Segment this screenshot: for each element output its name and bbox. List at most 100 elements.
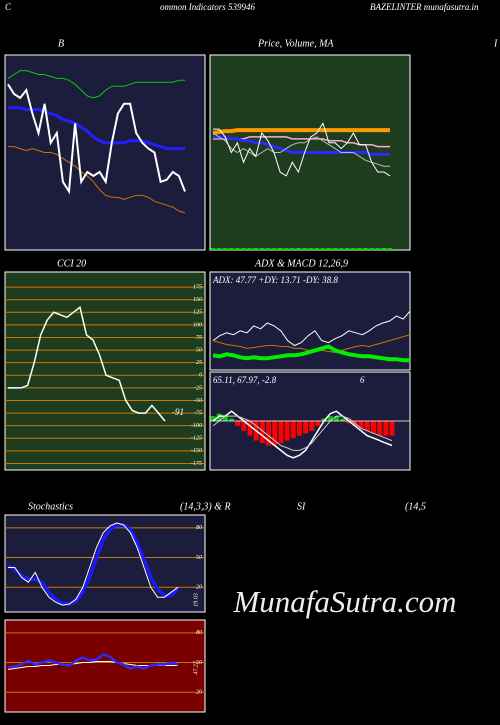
bar <box>333 416 339 421</box>
series-line <box>212 415 393 451</box>
bar <box>350 248 356 250</box>
bar <box>235 421 241 426</box>
y-tick-label: 0 <box>199 373 202 379</box>
bar <box>271 248 277 250</box>
bar <box>364 421 370 431</box>
value-label: -91 <box>172 407 184 417</box>
bar <box>247 248 253 250</box>
series-line <box>213 135 390 156</box>
series-line <box>8 106 185 151</box>
value-label: 19.03 <box>193 593 199 607</box>
bar <box>272 421 278 446</box>
bar <box>289 248 295 250</box>
bar <box>338 248 344 250</box>
y-tick-label: 50 <box>196 555 202 561</box>
bar <box>321 418 327 421</box>
value-label: ADX: 47.77 +DY: 13.71 -DY: 38.8 <box>212 275 338 285</box>
y-tick-label: 80 <box>196 630 202 636</box>
series-line <box>7 653 179 670</box>
bar <box>346 421 352 424</box>
bar <box>314 248 320 250</box>
bar <box>375 248 381 250</box>
bar <box>369 248 375 250</box>
y-tick-label: -125 <box>191 436 202 442</box>
bar <box>247 421 253 436</box>
y-tick-label: 80 <box>196 525 202 531</box>
header-center: ommon Indicators 539946 <box>160 2 255 12</box>
y-tick-label: -25 <box>194 385 202 391</box>
bar <box>344 248 350 250</box>
bar <box>216 413 222 421</box>
panel-title: (14,5 <box>405 501 426 512</box>
y-tick-label: 150 <box>193 297 202 303</box>
panel-title: CCI 20 <box>57 258 86 269</box>
bar <box>228 248 234 250</box>
series-line <box>212 344 410 363</box>
bar <box>284 421 290 441</box>
header-right: BAZELINTER munafasutra.in <box>370 2 479 12</box>
y-tick-label: 25 <box>196 360 202 366</box>
y-tick-label: 50 <box>196 347 202 353</box>
series-line <box>8 146 186 214</box>
y-tick-label: 125 <box>193 310 202 316</box>
bar <box>308 248 314 250</box>
bar <box>234 248 240 250</box>
panel-title: ADX & MACD 12,26,9 <box>254 258 348 269</box>
panel-title: Price, Volume, MA <box>257 38 334 49</box>
bar <box>241 421 247 431</box>
series-line <box>8 522 179 606</box>
bar <box>229 418 234 421</box>
header-left: C <box>5 2 12 12</box>
bar <box>266 421 272 446</box>
bar <box>358 421 364 429</box>
panel <box>4 54 206 251</box>
bar <box>253 248 259 250</box>
bar <box>303 421 309 434</box>
series-line <box>213 122 391 177</box>
bar <box>389 421 395 436</box>
y-tick-label: 20 <box>196 585 202 591</box>
bar <box>371 421 376 434</box>
bar <box>259 421 265 444</box>
panel-title: Stochastics <box>28 501 73 512</box>
bar <box>383 421 389 436</box>
series-line <box>212 132 390 167</box>
bar <box>357 248 362 250</box>
y-tick-label: 75 <box>196 335 202 341</box>
bar <box>210 416 216 421</box>
bar <box>332 248 338 250</box>
bar <box>265 248 271 250</box>
value-label: 6 <box>360 375 365 385</box>
bar <box>387 248 393 250</box>
y-tick-label: -100 <box>191 423 202 429</box>
bar <box>222 248 228 250</box>
bar <box>296 248 301 250</box>
y-tick-label: 175 <box>193 284 202 290</box>
series-line <box>212 410 393 459</box>
panel-title: I <box>493 38 498 49</box>
bar <box>363 248 369 250</box>
bar <box>320 248 326 250</box>
series-line <box>7 523 180 606</box>
value-label: 47.27 <box>192 660 199 675</box>
panel <box>4 514 206 613</box>
panel-title: B <box>58 38 64 49</box>
bar <box>326 248 332 250</box>
bar <box>216 248 222 250</box>
series-line <box>7 83 186 195</box>
bar <box>241 248 246 250</box>
bar <box>283 248 289 250</box>
bar <box>278 421 284 444</box>
bar <box>309 421 315 431</box>
bar <box>327 416 333 421</box>
bar <box>210 248 216 250</box>
bar <box>381 248 387 250</box>
watermark: MunafaSutra.com <box>232 584 456 619</box>
panel-title: SI <box>297 501 306 512</box>
bar <box>315 421 321 426</box>
bar <box>277 248 283 250</box>
y-tick-label: -175 <box>191 461 202 467</box>
series-line <box>212 128 390 135</box>
y-tick-label: -50 <box>194 398 202 404</box>
y-tick-label: 100 <box>193 322 202 328</box>
